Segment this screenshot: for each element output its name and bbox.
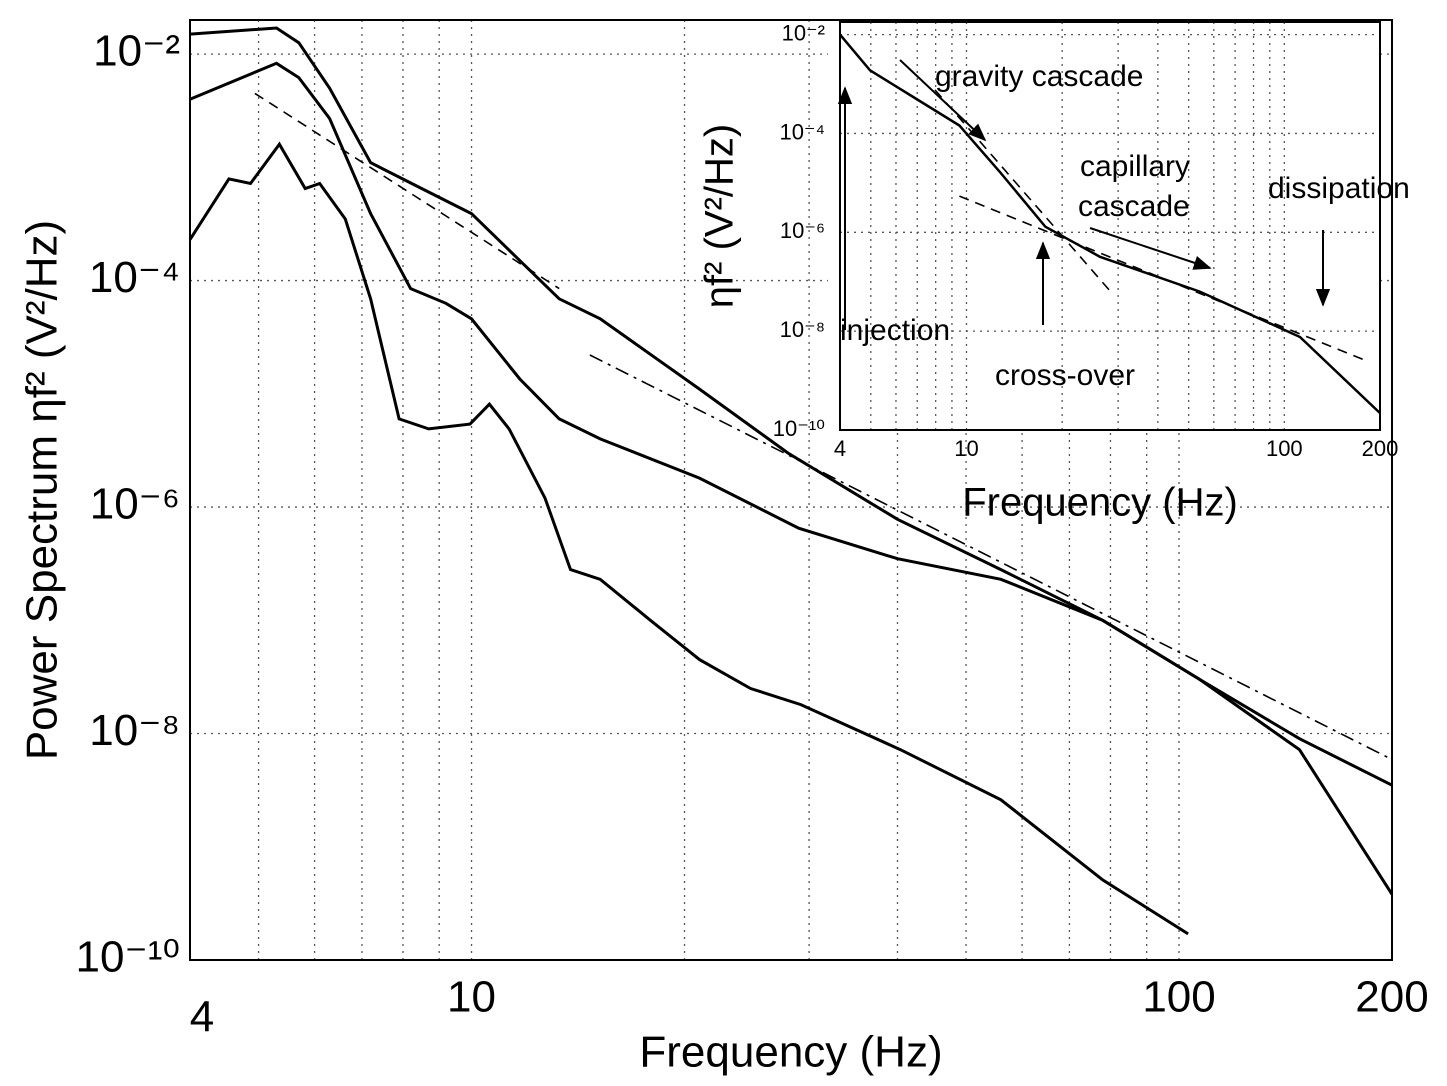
series-line [188,141,1189,936]
x-tick-label: 10 [954,436,978,461]
annotation: injection [840,314,950,347]
y-tick-label: 10⁻⁶ [780,218,825,243]
y-tick-label: 10⁻⁶ [90,480,180,529]
annotation: dissipation [1268,172,1410,205]
plot-frame [839,21,1381,431]
series-line [959,195,1366,361]
series-line [254,92,560,290]
y-tick-label: 10⁻¹⁰ [76,933,180,982]
series-line [589,354,1393,761]
x-tick-label: 10 [447,973,496,1022]
x-tick-label: 4 [834,436,846,461]
x-tick-label: 100 [1142,973,1215,1022]
series-line [189,61,1394,896]
annotation-arrow [899,59,987,142]
y-tick-label: 10⁻² [93,27,180,76]
annotation: cross-over [995,359,1135,392]
inset-background [828,22,1380,430]
y-axis-label: Power Spectrum ηf² (V²/Hz) [18,220,67,760]
y-tick-label: 10⁻⁴ [779,119,825,144]
plot-frame [189,19,1393,961]
chart: 4 10 100 200 10⁻¹⁰ 10⁻⁸ 10⁻⁶ 10⁻⁴ 10⁻² Frequency … [698,20,1410,524]
x-axis-label: Frequency (Hz) [962,481,1238,525]
chart: 4 10 100 200 10⁻¹⁰ 10⁻⁸ 10⁻⁶ 10⁻⁴ 10⁻² Frequency … [18,19,1429,1077]
y-tick-label: 10⁻² [782,20,825,45]
annotation: cascade [1078,190,1190,223]
series-line [934,89,1112,293]
annotation-arrow [1089,227,1212,270]
x-axis-label: Frequency (Hz) [639,1028,942,1077]
y-tick-label: 10⁻¹⁰ [773,416,825,441]
x-tick-label: 100 [1266,436,1303,461]
annotation: gravity cascade [935,60,1143,93]
y-axis-label: ηf² (V²/Hz) [698,124,742,308]
x-tick-label: 4 [190,993,214,1042]
y-tick-label: 10⁻⁸ [89,706,180,755]
annotation: capillary [1080,150,1190,183]
y-tick-label: 10⁻⁴ [89,253,180,302]
x-tick-label: 200 [1355,973,1428,1022]
y-tick-label: 10⁻⁸ [780,317,825,342]
x-tick-label: 200 [1362,436,1399,461]
